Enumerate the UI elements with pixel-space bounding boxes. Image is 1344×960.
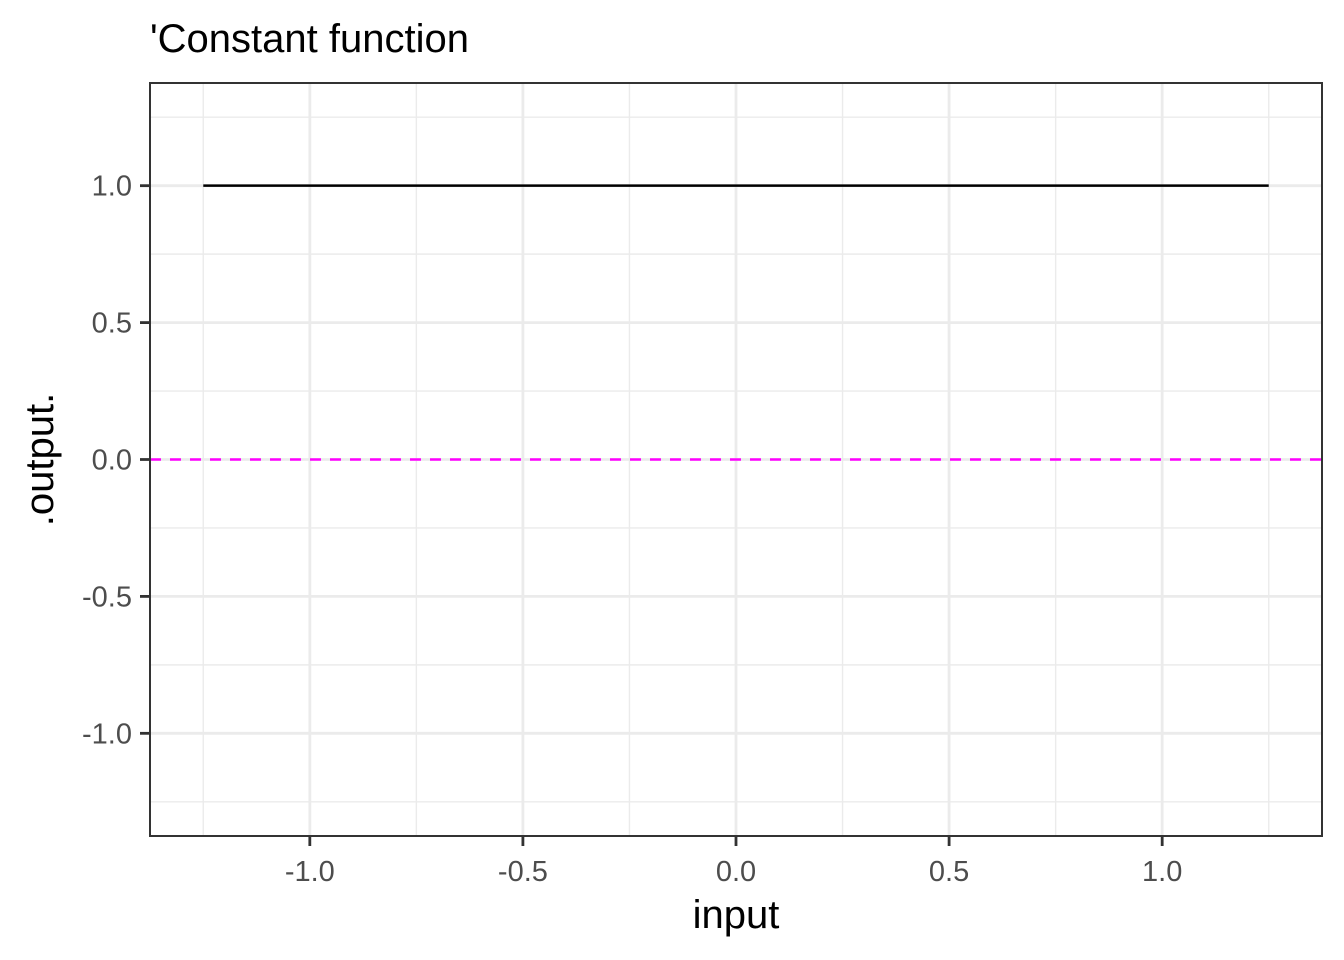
x-axis-title: input [693, 893, 780, 937]
y-tick-label: 1.0 [92, 171, 132, 203]
x-tick-label: -1.0 [285, 856, 335, 888]
plot-panel [149, 82, 1323, 837]
x-tick-label: 0.5 [929, 856, 969, 888]
x-tick-label: -0.5 [498, 856, 548, 888]
x-axis: -1.0 -0.5 0.0 0.5 1.0 [285, 836, 1182, 888]
y-axis-title: .output. [18, 393, 62, 526]
chart-title: 'Constant function [150, 17, 469, 61]
x-tick-label: 0.0 [716, 856, 756, 888]
y-axis: -1.0 -0.5 0.0 0.5 1.0 [82, 171, 150, 750]
y-tick-label: -1.0 [82, 718, 132, 750]
data-layer [150, 184, 1322, 461]
y-tick-label: 0.0 [92, 445, 132, 477]
x-tick-label: 1.0 [1142, 856, 1182, 888]
y-tick-label: -0.5 [82, 581, 132, 613]
y-tick-label: 0.5 [92, 308, 132, 340]
